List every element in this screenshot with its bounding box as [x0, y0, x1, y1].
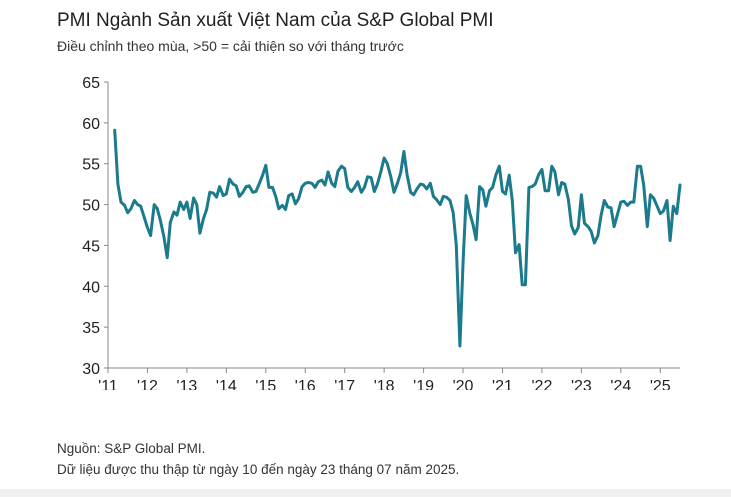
x-tick-label: '13	[176, 378, 197, 390]
collection-note: Dữ liệu được thu thập từ ngày 10 đến ngà…	[57, 462, 460, 477]
x-tick-label: '21	[492, 378, 513, 390]
x-tick-label: '14	[216, 378, 237, 390]
x-tick-label: '15	[255, 378, 276, 390]
y-tick-label: 60	[82, 116, 100, 133]
x-tick-label: '22	[532, 378, 553, 390]
y-tick-label: 50	[82, 198, 100, 215]
x-tick-label: '12	[137, 378, 158, 390]
x-tick-label: '19	[413, 378, 434, 390]
chart-title: PMI Ngành Sản xuất Việt Nam của S&P Glob…	[57, 10, 494, 31]
x-tick-label: '25	[650, 378, 671, 390]
x-axis: '11 '12 '13 '14 '15 '16 '17 '18 '19 '20 '21 '22 '23 '…	[98, 367, 680, 390]
series-line-pmi	[113, 128, 682, 348]
y-axis: 30 35 40 45 50 55 60 65	[82, 75, 109, 378]
y-tick-label: 30	[82, 361, 100, 378]
x-tick-label: '20	[453, 378, 474, 390]
x-tick-label: '18	[374, 378, 395, 390]
chart-subtitle: Điều chỉnh theo mùa, >50 = cải thiện so …	[57, 38, 404, 54]
x-tick-label: '24	[610, 378, 631, 390]
series-layer	[113, 128, 682, 348]
y-tick-label: 65	[82, 75, 100, 92]
x-tick-label: '23	[571, 378, 592, 390]
x-tick-label: '11	[98, 378, 118, 390]
y-tick-label: 40	[82, 279, 100, 296]
y-tick-label: 45	[82, 238, 100, 255]
y-tick-label: 35	[82, 320, 100, 337]
x-tick-label: '16	[295, 378, 316, 390]
bottom-strip	[0, 489, 731, 497]
y-tick-label: 55	[82, 157, 100, 174]
source-note: Nguồn: S&P Global PMI.	[57, 441, 206, 456]
x-tick-label: '17	[334, 378, 355, 390]
